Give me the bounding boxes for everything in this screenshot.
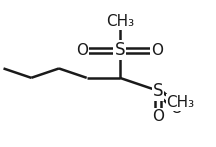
- Text: O: O: [152, 109, 164, 124]
- Text: S: S: [153, 82, 163, 100]
- Text: CH₃: CH₃: [106, 14, 134, 29]
- Text: CH₃: CH₃: [167, 95, 195, 110]
- Text: O: O: [151, 43, 163, 58]
- Text: S: S: [114, 41, 125, 59]
- Text: O: O: [170, 101, 182, 116]
- Text: O: O: [76, 43, 88, 58]
